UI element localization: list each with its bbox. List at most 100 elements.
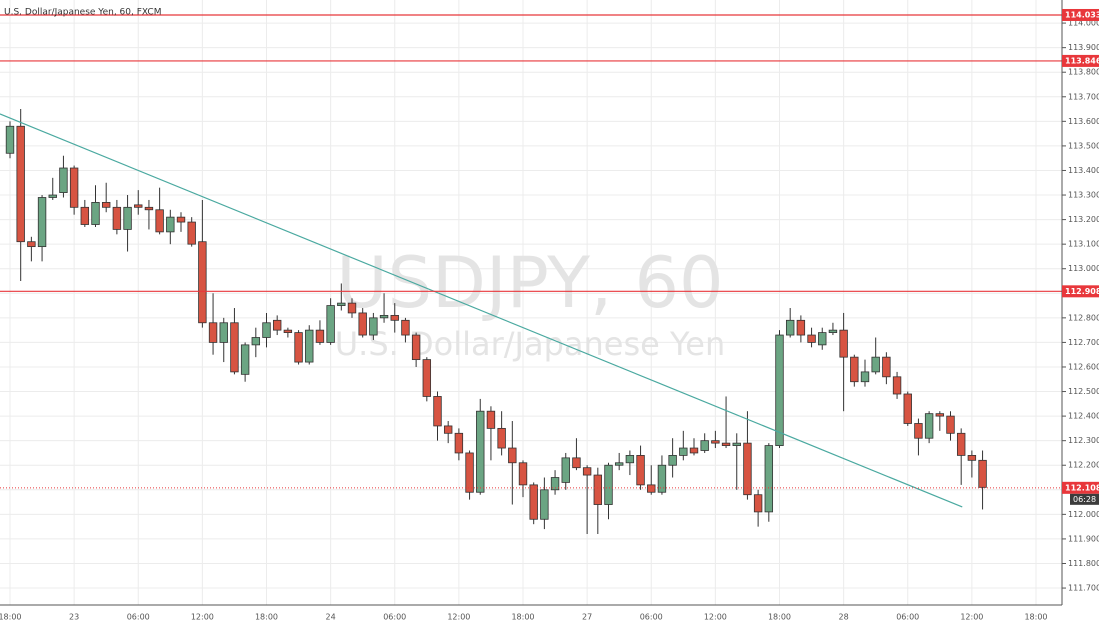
candle-body [411, 334, 421, 361]
x-tick-label: 12:00 [191, 613, 214, 622]
candle-body [636, 455, 645, 486]
level-tag [1062, 285, 1099, 298]
candle-body [647, 484, 656, 493]
candle-body [604, 464, 613, 505]
y-tick-label: 113.900 [1068, 43, 1099, 52]
candle-body [657, 464, 667, 493]
candle-body [625, 455, 635, 464]
candle-body [486, 410, 496, 429]
level-tag-label: 112.908 [1065, 287, 1099, 296]
x-tick-label: 24 [326, 613, 336, 622]
y-tick-label: 112.000 [1068, 510, 1099, 519]
candle-body [198, 241, 207, 324]
countdown-label: 06:28 [1073, 495, 1096, 504]
x-tick-label: 27 [582, 613, 592, 622]
candle-body [240, 344, 250, 375]
candle-body [785, 319, 795, 336]
candle-body [326, 305, 335, 343]
level-tag-label: 113.846 [1065, 56, 1099, 65]
candle-body [294, 332, 303, 363]
x-tick-label: 18:00 [1024, 613, 1047, 622]
x-tick-label: 12:00 [704, 613, 727, 622]
candle-body [208, 322, 218, 343]
candle-body [775, 334, 784, 446]
y-tick-label: 112.500 [1068, 387, 1099, 396]
candle-body [572, 457, 581, 469]
x-tick-label: 06:00 [896, 613, 919, 622]
y-tick-label: 112.700 [1068, 338, 1099, 347]
y-tick-label: 113.300 [1068, 191, 1099, 200]
y-tick-label: 113.400 [1068, 166, 1099, 175]
candle-body [946, 415, 955, 434]
candle-body [80, 206, 90, 225]
y-tick-label: 111.800 [1068, 559, 1099, 568]
candle-body [796, 319, 806, 336]
candle-body [230, 322, 239, 373]
candle-body [550, 477, 560, 491]
x-tick-label: 12:00 [960, 613, 983, 622]
candle-body [219, 322, 228, 343]
chart-title: U.S. Dollar/Japanese Yen, 60, FXCM [4, 8, 161, 18]
candle-body [91, 202, 100, 225]
candle-body [101, 202, 111, 208]
candle-body [903, 393, 912, 424]
x-tick-label: 06:00 [383, 613, 406, 622]
candle-body [347, 302, 357, 314]
candle-body [315, 329, 325, 343]
candle-body [176, 216, 186, 223]
y-tick-label: 114.000 [1068, 19, 1099, 28]
candle-body [433, 396, 442, 427]
candle-body [358, 312, 367, 336]
candle-body [689, 447, 699, 454]
candle-body [807, 334, 816, 343]
level-tag [1062, 8, 1099, 21]
candle-body [518, 462, 528, 486]
candle-body [166, 216, 175, 233]
candle-body [16, 125, 25, 243]
candle-body [828, 329, 838, 333]
candle-body [283, 329, 293, 333]
y-tick-label: 112.800 [1068, 313, 1099, 322]
candle-body [593, 474, 603, 505]
candle-body [711, 440, 720, 444]
y-tick-label: 113.500 [1068, 141, 1099, 150]
watermark-symbol: USDJPY, 60 [336, 242, 723, 324]
candle-body [753, 494, 763, 513]
candle-body [27, 241, 36, 248]
x-tick-label: 06:00 [127, 613, 150, 622]
y-tick-label: 113.000 [1068, 264, 1099, 273]
candle-body [369, 317, 378, 336]
x-tick-label: 18:00 [511, 613, 534, 622]
candle-body [860, 371, 870, 383]
candle-body [112, 206, 122, 230]
candle-body [123, 206, 132, 230]
candle-body [262, 322, 271, 338]
candle-body [251, 337, 261, 346]
candle-body [924, 413, 934, 439]
last-price-tag [1062, 481, 1099, 494]
x-tick-label: 18:00 [768, 613, 791, 622]
x-tick-label: 18:00 [255, 613, 278, 622]
x-tick-label: 18:00 [0, 613, 22, 622]
watermark-description: U.S. Dollar/Japanese Yen [335, 325, 726, 363]
y-tick-label: 112.300 [1068, 436, 1099, 445]
candle-body [155, 209, 164, 233]
y-tick-label: 111.900 [1068, 534, 1099, 543]
y-tick-label: 111.700 [1068, 584, 1099, 593]
candle-body [882, 356, 891, 378]
candle-body [337, 302, 346, 306]
candle-body [305, 329, 314, 363]
candle-body [390, 314, 399, 321]
candle-body [668, 455, 677, 466]
candle-body [476, 410, 485, 493]
candle-body [850, 356, 859, 383]
trendline [0, 113, 963, 508]
candle-body [614, 462, 624, 466]
y-tick-label: 113.200 [1068, 215, 1099, 224]
candle-body [732, 442, 741, 446]
candle-body [978, 459, 987, 488]
candle-body [818, 332, 827, 346]
y-tick-label: 112.200 [1068, 461, 1099, 470]
